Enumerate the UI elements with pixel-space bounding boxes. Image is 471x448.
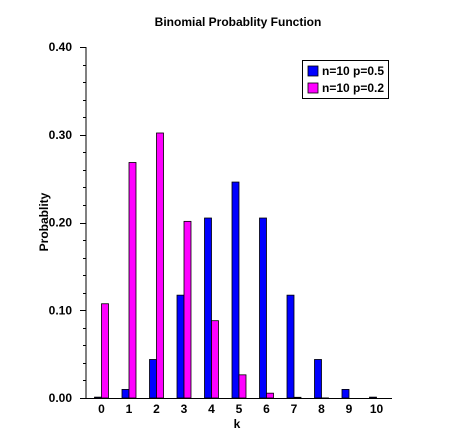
bar: [204, 217, 212, 399]
x-axis-label: k: [234, 417, 241, 431]
bar: [314, 359, 322, 399]
bar: [121, 389, 130, 399]
bar: [341, 389, 350, 399]
legend-swatch: [307, 82, 319, 94]
bar: [286, 294, 295, 399]
x-tick-label: 10: [370, 402, 384, 416]
x-axis: 0 1 2 3 4 5 6 7 8 9 10: [86, 398, 392, 416]
x-tick-label: 8: [318, 402, 325, 416]
x-tick-label: 4: [208, 402, 215, 416]
bar: [183, 220, 192, 399]
legend: n=10 p=0.5 n=10 p=0.2: [302, 60, 389, 99]
x-tick-label: 0: [98, 402, 105, 416]
bar: [211, 320, 219, 399]
bar: [94, 396, 102, 399]
x-tick-label: 2: [153, 402, 160, 416]
y-tick-label: 0.30: [49, 128, 73, 142]
y-tick-label: 0.20: [49, 216, 73, 230]
y-tick-label: 0.00: [49, 391, 73, 405]
chart-title: Binomial Probablity Function: [155, 15, 322, 29]
x-tick-label: 5: [236, 402, 243, 416]
bar: [156, 132, 164, 399]
legend-swatch: [307, 65, 319, 77]
x-tick-label: 6: [263, 402, 270, 416]
x-tick-label: 1: [126, 402, 133, 416]
bars: [94, 132, 377, 399]
bar: [128, 162, 137, 399]
x-tick-label: 7: [291, 402, 298, 416]
bar: [176, 294, 185, 399]
bar: [101, 303, 109, 399]
bar: [149, 359, 157, 399]
y-tick-label: 0.40: [49, 40, 73, 54]
x-tick-label: 9: [346, 402, 353, 416]
bar: [293, 396, 302, 399]
bar: [369, 396, 377, 399]
y-tick-label: 0.10: [49, 303, 73, 317]
bar: [259, 217, 267, 399]
bar: [238, 374, 247, 399]
legend-label: n=10 p=0.2: [322, 81, 384, 95]
bar: [231, 181, 240, 399]
y-axis: 0.00 0.10 0.20 0.30 0.40: [49, 40, 87, 405]
x-tick-label: 3: [181, 402, 188, 416]
y-axis-label: Probablity: [37, 192, 51, 251]
legend-label: n=10 p=0.5: [322, 64, 384, 78]
bar: [266, 392, 274, 399]
